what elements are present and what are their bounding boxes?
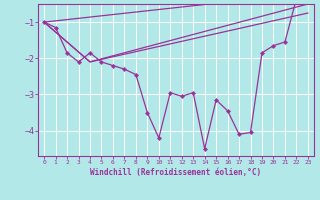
X-axis label: Windchill (Refroidissement éolien,°C): Windchill (Refroidissement éolien,°C): [91, 168, 261, 177]
